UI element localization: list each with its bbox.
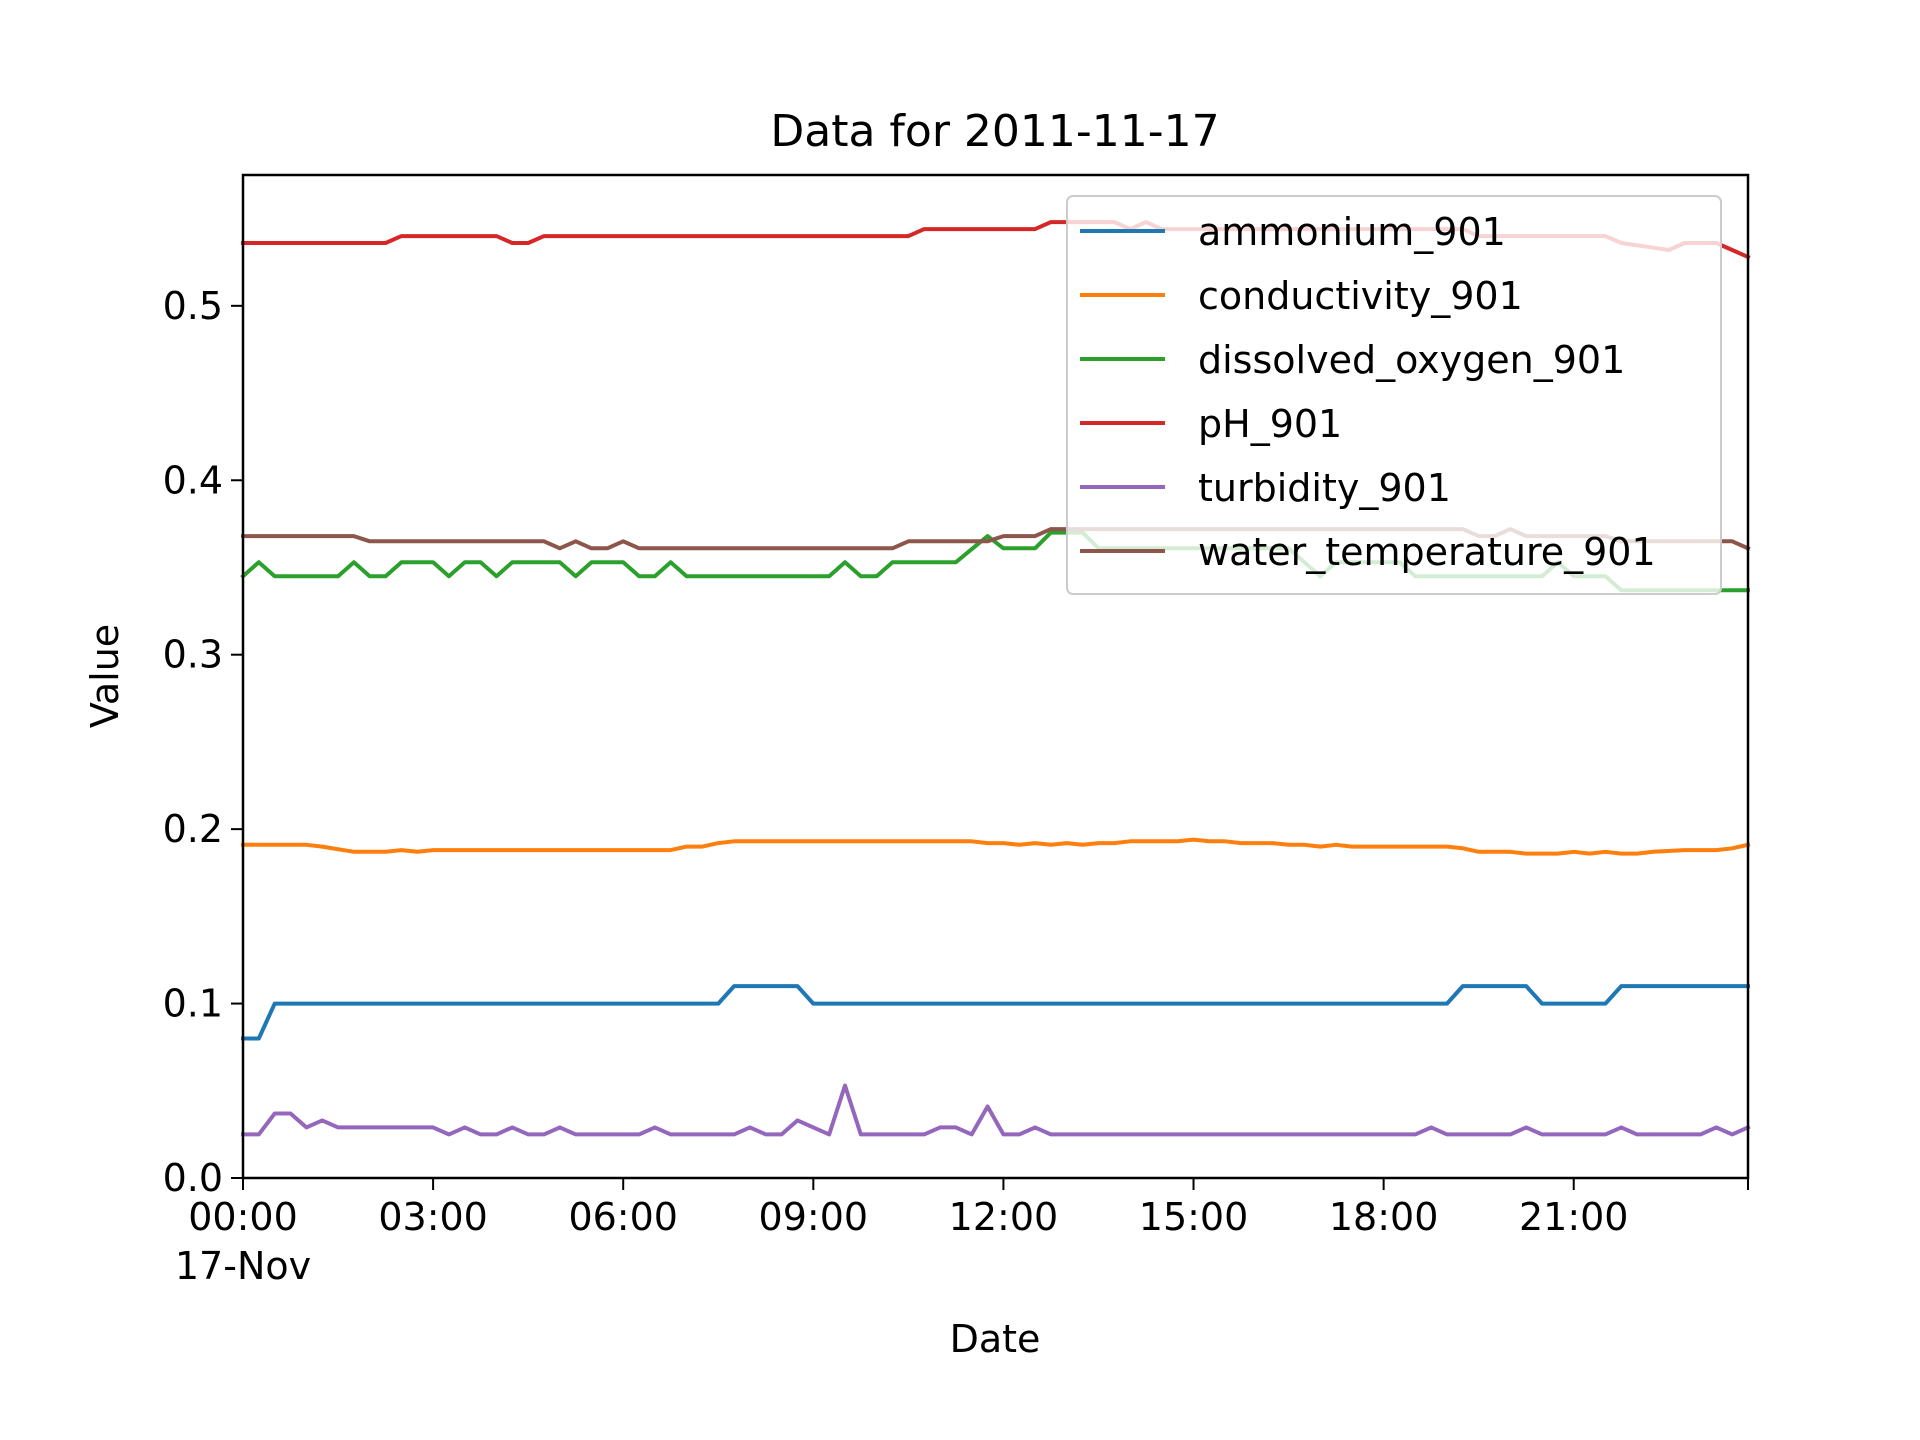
legend-label: conductivity_901 [1198, 274, 1523, 318]
series-line-ammonium-901 [241, 984, 1750, 1041]
legend-box [1066, 195, 1722, 595]
series-line-turbidity-901 [241, 1083, 1751, 1137]
x-tick-label: 12:00 [949, 1195, 1059, 1239]
x-axis-ticks: 00:00 17-Nov 03:00 06:00 09:00 12:00 15:00 18:0… [175, 1178, 1749, 1288]
y-tick-label: 0.3 [163, 633, 223, 677]
legend: ammonium_901 conductivity_901 dissolved_ox… [1066, 195, 1722, 595]
plot-frame [241, 173, 1750, 1180]
y-tick-label: 0.5 [163, 284, 223, 328]
y-axis-ticks: 0.0 0.1 0.2 0.3 0.4 0.5 [163, 284, 243, 1200]
x-tick-sublabel: 17-Nov [175, 1244, 311, 1288]
x-tick-label: 03:00 [378, 1195, 488, 1239]
legend-label: turbidity_901 [1198, 466, 1451, 510]
x-tick-label: 06:00 [568, 1195, 678, 1239]
y-tick-label: 0.4 [163, 458, 223, 502]
chart-title: Data for 2011-11-17 [770, 106, 1219, 157]
legend-label: ammonium_901 [1198, 210, 1506, 254]
series-line-conductivity-901 [241, 837, 1751, 856]
x-tick-label: 00:00 [188, 1195, 298, 1239]
y-tick-label: 0.2 [163, 807, 223, 851]
x-tick-label: 09:00 [759, 1195, 869, 1239]
y-axis-label: Value [83, 624, 127, 728]
x-axis-label: Date [950, 1317, 1041, 1361]
legend-label: pH_901 [1198, 402, 1342, 446]
legend-label: dissolved_oxygen_901 [1198, 338, 1625, 382]
x-tick-label: 15:00 [1139, 1195, 1249, 1239]
legend-label: water_temperature_901 [1198, 530, 1656, 574]
y-tick-label: 0.0 [163, 1156, 223, 1200]
x-tick-label: 21:00 [1519, 1195, 1629, 1239]
x-tick-label: 18:00 [1329, 1195, 1439, 1239]
y-tick-label: 0.1 [163, 982, 223, 1026]
